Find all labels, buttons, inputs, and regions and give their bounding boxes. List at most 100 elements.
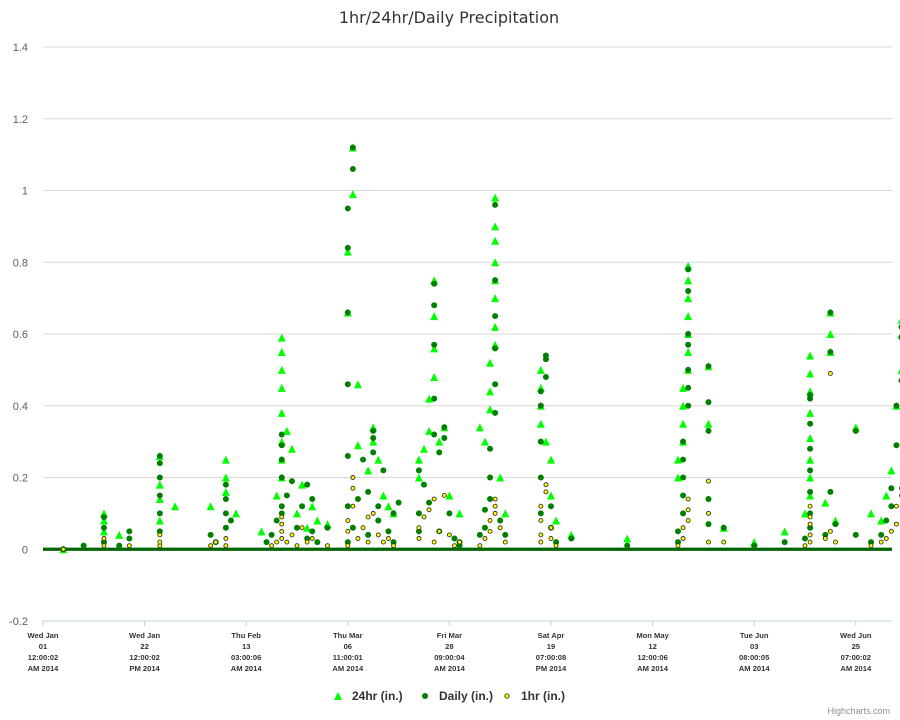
data-point-1hr [279, 536, 285, 541]
data-point-daily [827, 488, 834, 495]
data-point-24hr [826, 330, 835, 338]
data-point-daily [304, 481, 311, 488]
data-point-24hr [277, 333, 286, 342]
data-point-daily [492, 313, 499, 320]
data-point-24hr [806, 491, 815, 500]
data-point-1hr [868, 543, 874, 549]
data-point-24hr [430, 344, 439, 353]
data-point-24hr [780, 527, 789, 536]
data-point-1hr [365, 539, 371, 545]
data-point-1hr [279, 528, 285, 534]
data-point-1hr [538, 539, 544, 545]
data-point-daily [278, 442, 285, 449]
data-point-24hr [821, 498, 830, 507]
credits-link[interactable]: Highcharts.com [827, 706, 890, 716]
data-point-1hr [325, 543, 330, 549]
data-point-daily [156, 492, 163, 499]
data-point-daily [299, 503, 306, 510]
data-point-1hr [289, 532, 295, 538]
data-point-daily [415, 467, 422, 474]
x-tick-label: Wed Jan 22 12:00:02 PM 2014 [129, 631, 161, 673]
data-point-daily [624, 542, 631, 549]
data-point-daily [116, 542, 123, 549]
data-point-1hr [446, 532, 452, 538]
data-point-24hr [384, 502, 393, 511]
data-point-24hr [414, 473, 423, 482]
data-point-1hr [126, 543, 132, 549]
data-point-daily [441, 424, 448, 431]
data-point-daily [421, 481, 427, 488]
data-point-24hr [272, 491, 281, 500]
data-point-daily [278, 474, 285, 481]
data-point-24hr [425, 426, 434, 435]
data-point-1hr [441, 492, 447, 498]
data-point-1hr [827, 371, 833, 376]
x-tick-label: Fri Mar 28 09:00:04 AM 2014 [434, 631, 466, 673]
data-point-1hr [274, 539, 280, 545]
data-point-1hr [492, 496, 498, 502]
data-point-1hr [807, 514, 813, 520]
data-point-daily [685, 331, 692, 337]
data-point-daily [344, 381, 351, 388]
data-point-daily [807, 420, 814, 427]
legend-item-24hr[interactable]: 24hr (in.) [334, 689, 403, 703]
data-point-1hr [675, 543, 681, 549]
data-point-1hr [497, 525, 503, 531]
x-tick-label: Thu Mar 06 11:00:01 AM 2014 [332, 631, 364, 673]
data-point-daily [888, 503, 895, 510]
legend-item-1hr[interactable]: 1hr (in.) [504, 689, 565, 703]
data-point-daily [781, 539, 788, 546]
data-point-daily [436, 449, 443, 456]
x-tick-label: Thu Feb 13 03:00:06 AM 2014 [231, 631, 263, 673]
data-point-daily [324, 524, 331, 531]
data-point-daily [390, 539, 397, 546]
data-point-1hr [538, 532, 544, 538]
data-point-24hr [684, 312, 693, 321]
data-point-24hr [501, 509, 510, 518]
data-point-1hr [375, 532, 381, 538]
data-point-daily [375, 517, 382, 524]
data-point-24hr [313, 516, 322, 525]
data-point-daily [542, 352, 549, 359]
data-point-1hr [680, 525, 686, 531]
data-point-daily [481, 506, 488, 513]
data-point-1hr [833, 539, 838, 545]
data-point-1hr [807, 532, 813, 538]
data-point-daily [802, 535, 808, 542]
data-point-daily [492, 345, 499, 352]
data-point-daily [156, 510, 163, 517]
x-tick-label: Sat Apr 19 07:00:08 PM 2014 [536, 631, 567, 673]
data-point-daily [497, 517, 504, 524]
data-point-daily [807, 445, 814, 452]
data-point-1hr [350, 503, 356, 509]
data-point-daily [807, 391, 814, 398]
data-point-1hr [208, 543, 214, 549]
data-point-daily [344, 309, 351, 316]
data-point-1hr [477, 543, 483, 549]
data-point-1hr [685, 507, 691, 513]
data-point-daily [349, 524, 356, 531]
data-point-daily [344, 205, 351, 212]
data-point-24hr [486, 387, 495, 396]
y-axis: 1.4 1.2 1 0.8 0.6 0.4 0.2 0 -0.2 [9, 42, 28, 628]
data-point-daily [451, 535, 458, 542]
data-point-daily [542, 374, 549, 381]
data-point-daily [375, 503, 382, 510]
data-point-daily [685, 287, 692, 294]
legend-item-daily[interactable]: Daily (in.) [422, 689, 493, 703]
data-point-daily [415, 510, 422, 517]
data-point-24hr [455, 509, 464, 518]
data-point-daily [487, 496, 494, 503]
data-point-daily [207, 531, 214, 538]
data-point-daily [278, 431, 285, 438]
data-point-daily [415, 528, 422, 535]
data-point-daily [309, 496, 316, 503]
data-point-1hr [426, 507, 432, 513]
data-point-1hr [543, 489, 549, 495]
data-point-1hr [706, 510, 711, 516]
data-point-24hr [430, 373, 439, 382]
data-point-24hr [303, 523, 312, 532]
data-point-daily [888, 485, 895, 492]
data-point-24hr [674, 455, 682, 464]
